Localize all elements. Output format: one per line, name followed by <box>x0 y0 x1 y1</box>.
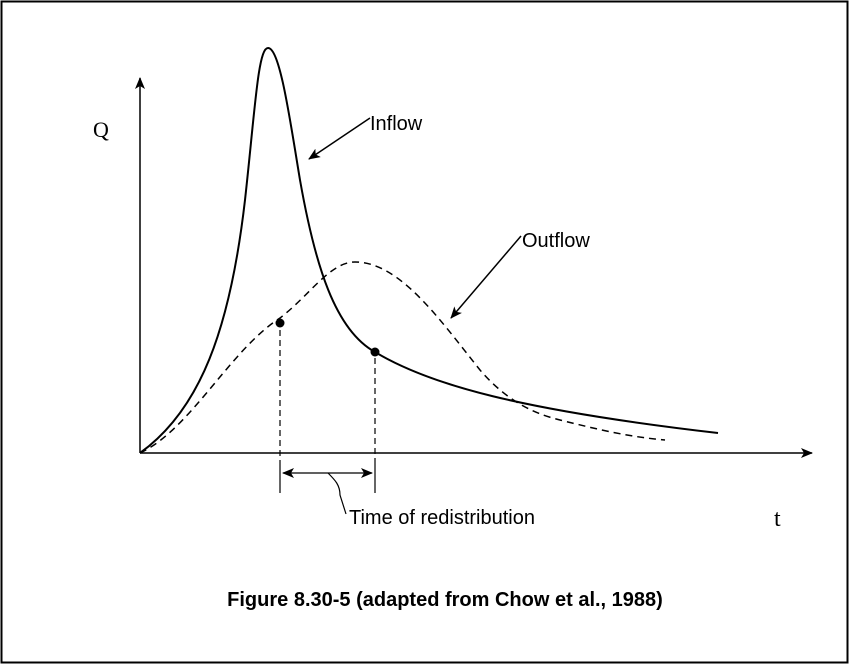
point <box>370 347 380 357</box>
inflow-pointer <box>308 117 371 160</box>
leader-line <box>327 472 347 515</box>
y-axis-label: Q <box>93 117 109 142</box>
interval-label: Time of redistribution <box>349 507 535 529</box>
outflow-pointer <box>450 235 522 319</box>
outflow-curve <box>139 261 666 454</box>
x-axis-label: t <box>774 506 781 532</box>
curve-label: Outflow <box>522 230 590 252</box>
point <box>275 318 285 328</box>
curve-label: Inflow <box>370 113 423 135</box>
caption: Figure 8.30-5 (adapted from Chow et al.,… <box>227 589 663 611</box>
inflow-curve <box>139 46 719 454</box>
